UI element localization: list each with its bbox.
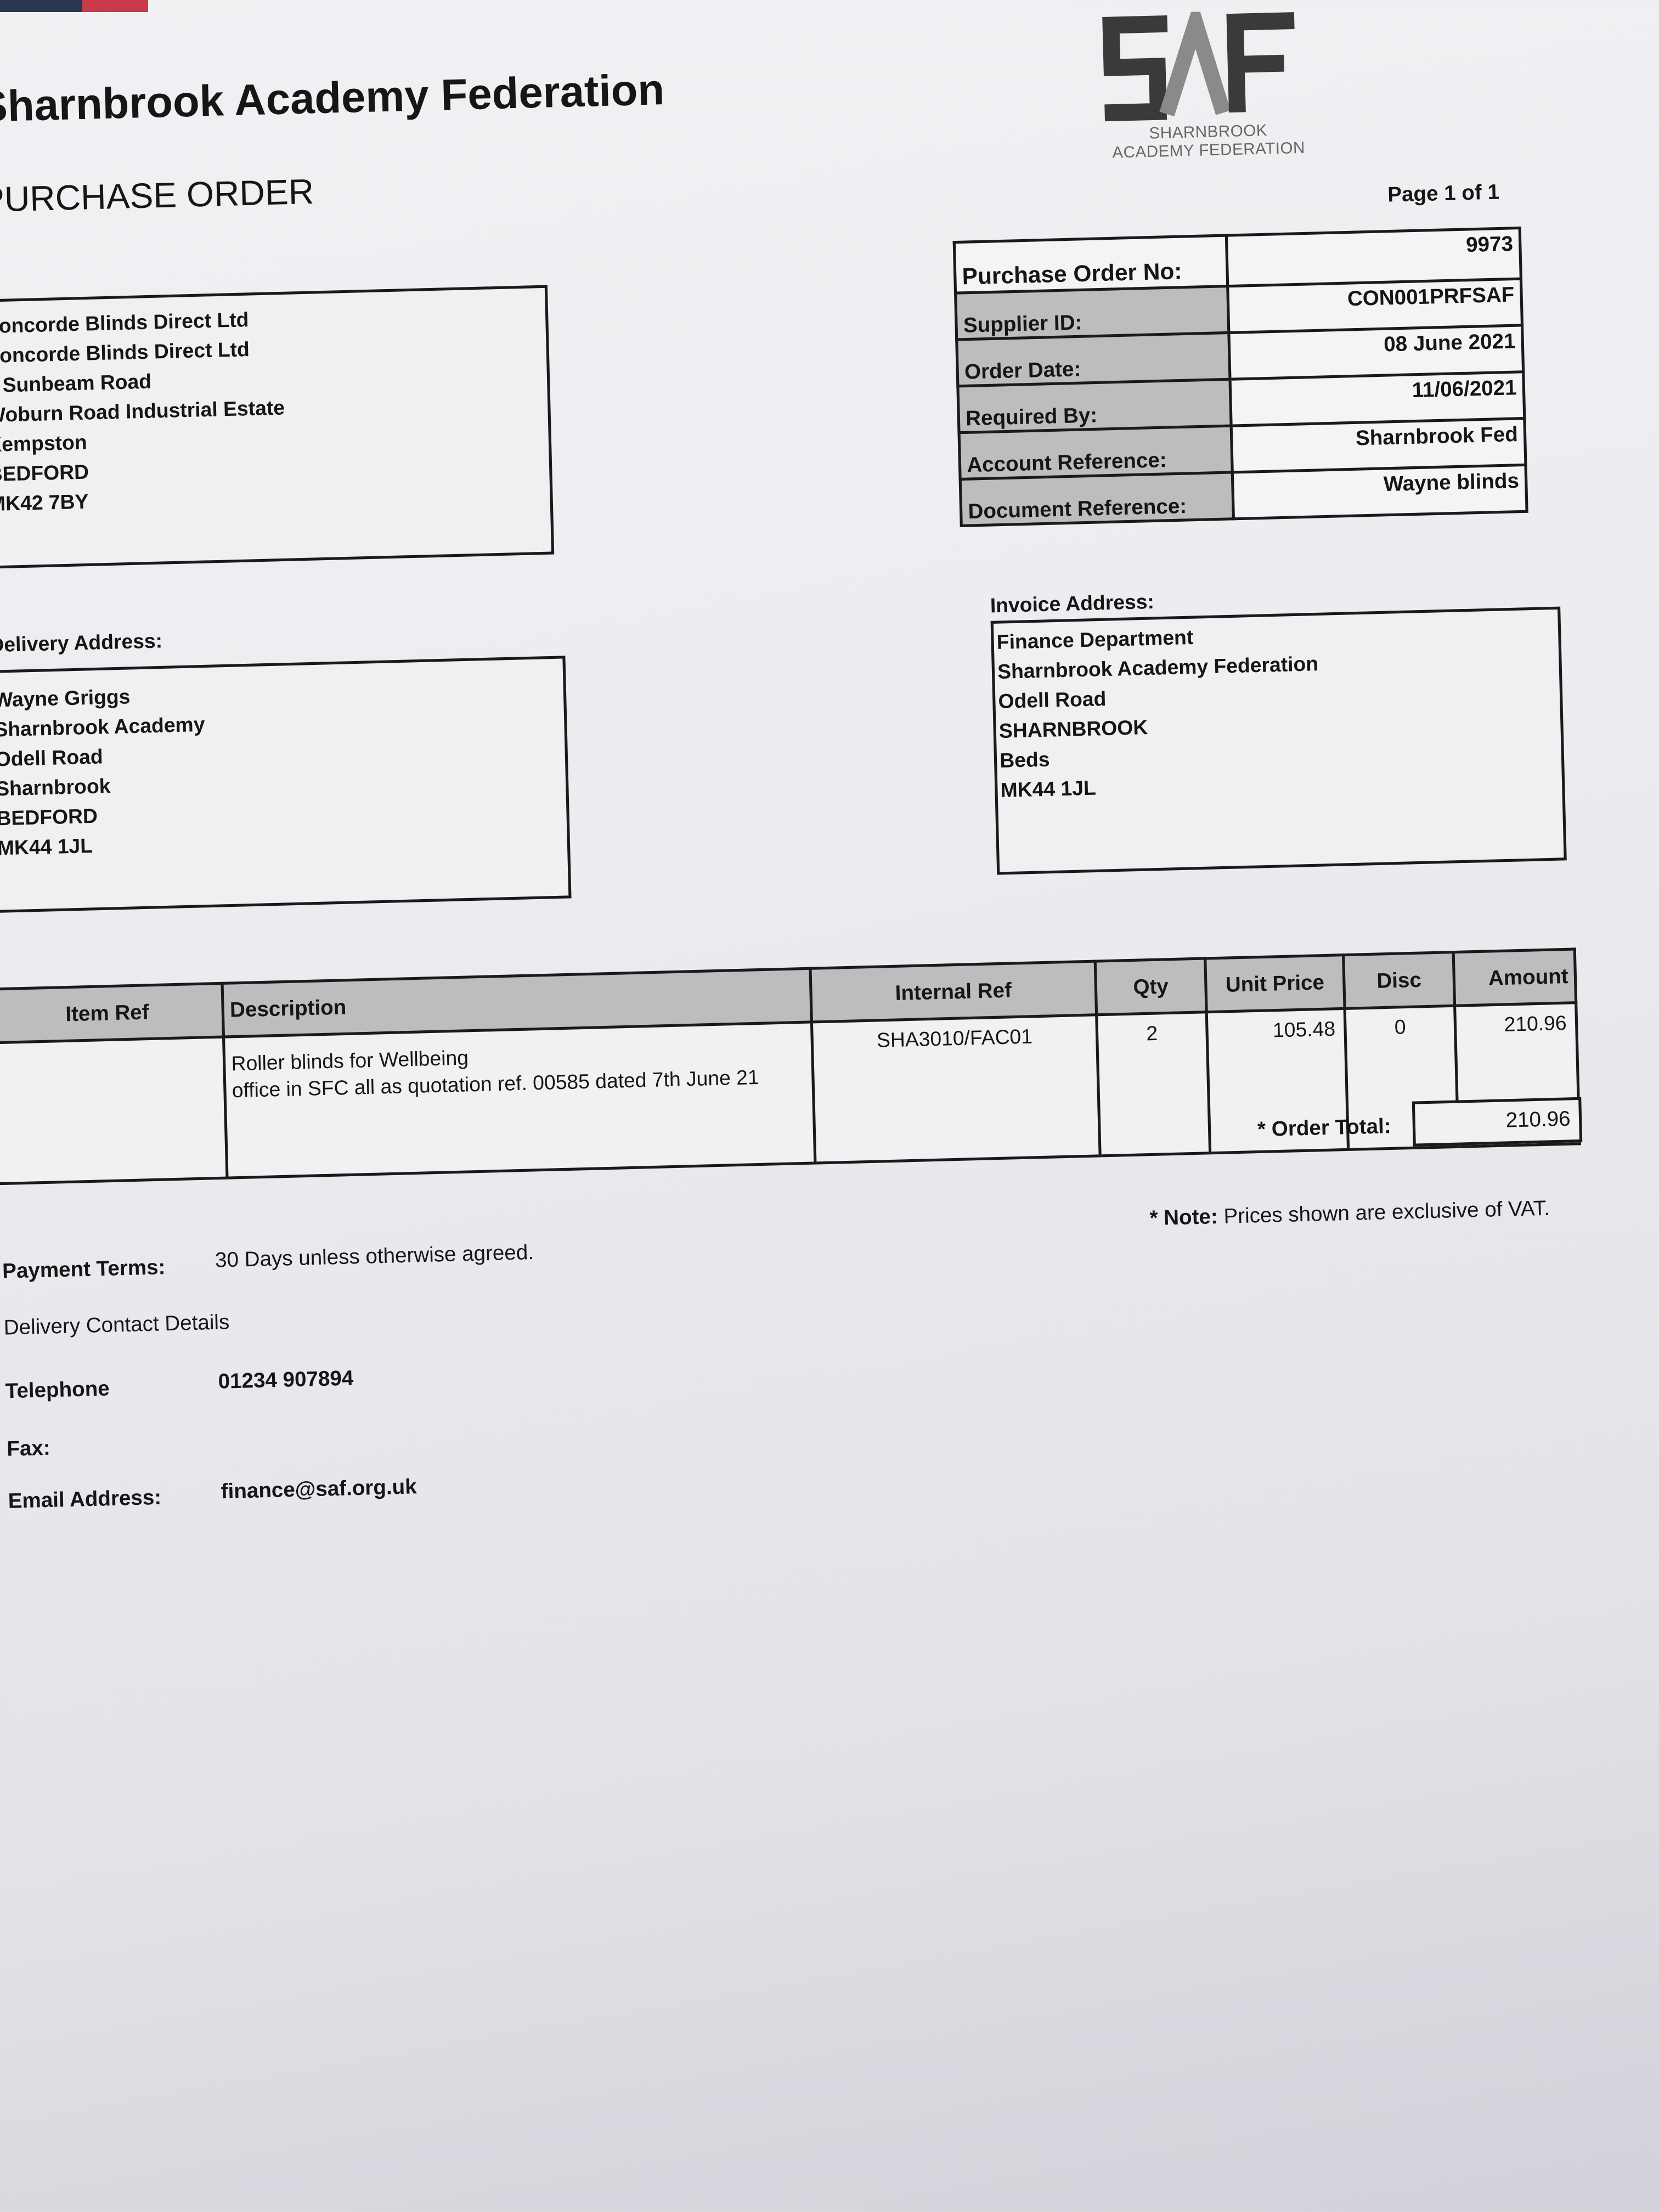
note-prefix: * Note: [1149, 1205, 1218, 1231]
background-object [0, 0, 88, 12]
telephone-value: 01234 907894 [218, 1367, 354, 1395]
invoice-address: Finance Department Sharnbrook Academy Fed… [996, 621, 1322, 807]
page-indicator: Page 1 of 1 [1387, 180, 1500, 207]
email-value: finance@saf.org.uk [221, 1475, 417, 1504]
column-header: Item Ref [0, 983, 224, 1043]
order-detail-label: Order Date: [956, 332, 1231, 386]
address-line: MK44 1JL [0, 836, 93, 861]
email-label: Email Address: [8, 1486, 162, 1514]
order-detail-value: 11/06/2021 [1230, 371, 1525, 426]
order-detail-label: Purchase Order No: [954, 235, 1228, 294]
order-detail-value: 08 June 2021 [1228, 325, 1523, 380]
qty-cell: 2 [1096, 1012, 1210, 1156]
background-object [82, 0, 148, 12]
fax-label: Fax: [6, 1436, 51, 1462]
vat-note: * Note: Prices shown are exclusive of VA… [1149, 1197, 1550, 1231]
supplier-address-box: Concorde Blinds Direct Ltd Concorde Blind… [0, 285, 555, 569]
address-line: BEDFORD [0, 805, 98, 831]
order-total-label: * Order Total: [1257, 1114, 1392, 1142]
item-ref-cell [0, 1037, 227, 1184]
organisation-title: Sharnbrook Academy Federation [0, 65, 665, 132]
delivery-address: Wayne Griggs Sharnbrook Academy Odell Road… [0, 682, 208, 865]
delivery-address-box: Wayne Griggs Sharnbrook Academy Odell Road… [0, 656, 572, 913]
column-header: Amount [1453, 949, 1576, 1006]
order-details-table: Purchase Order No: 9973 Supplier ID: CON001… [952, 226, 1528, 527]
order-detail-label: Document Reference: [960, 472, 1234, 526]
description-cell: Roller blinds for Wellbeing office in SF… [223, 1022, 815, 1178]
saf-logo: SHARNBROOK ACADEMY FEDERATION [1094, 0, 1310, 170]
invoice-address-box: Finance Department Sharnbrook Academy Fed… [990, 606, 1567, 875]
column-header: Internal Ref [810, 961, 1097, 1022]
note-text: Prices shown are exclusive of VAT. [1217, 1197, 1550, 1229]
order-detail-label: Supplier ID: [955, 286, 1229, 340]
document-type: PURCHASE ORDER [0, 172, 315, 221]
payment-terms-value: 30 Days unless otherwise agreed. [215, 1240, 534, 1273]
supplier-address: Concorde Blinds Direct Ltd Concorde Blind… [0, 306, 287, 521]
delivery-address-label: Delivery Address: [0, 630, 163, 658]
order-detail-value: CON001PRFSAF [1227, 279, 1522, 333]
saf-logo-mark [1102, 0, 1295, 122]
order-detail-label: Required By: [957, 379, 1232, 433]
invoice-address-label: Invoice Address: [990, 591, 1155, 618]
telephone-label: Telephone [5, 1377, 110, 1404]
internal-ref-cell: SHA3010/FAC01 [811, 1014, 1101, 1163]
order-total-value: 210.96 [1412, 1097, 1583, 1147]
column-header: Unit Price [1205, 955, 1345, 1012]
column-header: Qty [1095, 958, 1207, 1015]
column-header: Disc [1343, 952, 1455, 1009]
payment-terms-label: Payment Terms: [2, 1255, 166, 1284]
logo-caption: SHARNBROOK ACADEMY FEDERATION [1102, 122, 1314, 164]
order-detail-value: Wayne blinds [1232, 465, 1527, 519]
address-line: Sharnbrook Academy [0, 714, 205, 742]
address-line: Sharnbrook [0, 776, 111, 802]
line-items-table: Item Ref Description Internal Ref Qty Un… [0, 947, 1581, 1186]
order-detail-label: Account Reference: [959, 426, 1233, 479]
order-detail-value: Sharnbrook Fed [1231, 418, 1526, 472]
address-line: Odell Road [0, 746, 104, 772]
delivery-contact-heading: Delivery Contact Details [3, 1310, 230, 1340]
address-line: Wayne Griggs [0, 686, 131, 713]
order-detail-value: 9973 [1226, 228, 1521, 286]
